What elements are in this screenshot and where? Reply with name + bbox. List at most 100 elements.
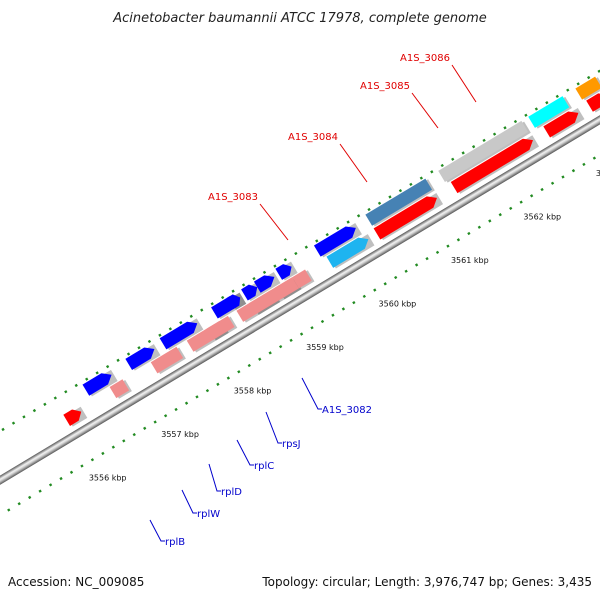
guide-dot — [262, 270, 267, 274]
guide-dot — [482, 138, 486, 143]
guide-dot — [184, 401, 189, 405]
gene-feature-20 — [373, 196, 437, 240]
tick-label: 3562 kbp — [523, 212, 561, 221]
guide-dot — [341, 307, 346, 311]
tick-label: 3561 kbp — [451, 256, 489, 265]
gene-label: A1S_3082 — [322, 405, 372, 416]
guide-dot — [367, 207, 371, 212]
gene-feature-11 — [241, 284, 258, 301]
gene-label: A1S_3085 — [360, 81, 410, 92]
guide-dot — [513, 119, 518, 124]
guide-dot — [477, 225, 481, 229]
guide-dot — [95, 371, 99, 375]
guide-dot — [221, 295, 225, 300]
guide-dot — [268, 351, 272, 355]
guide-dot — [524, 113, 528, 117]
gene-feature-25 — [575, 76, 600, 100]
gene-label: rplC — [254, 461, 274, 472]
gene-feature-21 — [438, 120, 529, 183]
guide-dot — [231, 289, 235, 293]
guide-dot — [147, 339, 152, 344]
guide-dot — [435, 250, 440, 255]
guide-dot — [414, 263, 419, 267]
gene-feature-5 — [150, 346, 184, 374]
guide-dot — [545, 101, 549, 105]
tick-label: 3556 kbp — [89, 474, 127, 483]
guide-dot — [48, 483, 53, 487]
gene-label: rplB — [165, 537, 185, 548]
gene-feature-12 — [253, 275, 275, 293]
guide-dot — [550, 181, 555, 185]
guide-dot — [310, 326, 314, 330]
map-title: Acinetobacter baumannii ATCC 17978, comp… — [112, 11, 487, 26]
guide-dot — [398, 189, 403, 193]
guide-dot — [331, 313, 335, 317]
tick-label: 3558 kbp — [234, 387, 272, 396]
guide-dot — [32, 408, 37, 413]
guide-dot — [440, 163, 444, 168]
guide-dot — [163, 414, 168, 418]
gene-features — [63, 76, 600, 427]
guide-dot — [247, 363, 251, 368]
guide-dot — [137, 346, 141, 350]
guide-dot — [592, 156, 597, 160]
guide-dot — [394, 275, 398, 280]
guide-dot — [419, 176, 423, 180]
bottom-label-leader — [236, 439, 254, 466]
guide-dot — [210, 302, 214, 306]
guide-dot — [226, 376, 231, 380]
guide-dot — [174, 407, 178, 412]
guide-dot — [561, 175, 565, 179]
guide-dot — [90, 458, 95, 462]
guide-dot — [571, 169, 576, 173]
gene-feature-3 — [125, 347, 155, 370]
top-gene-labels: A1S_3083 A1S_3084 A1S_3085 A1S_3086 — [208, 53, 477, 241]
gene-feature-19 — [365, 178, 433, 226]
gene-feature-2 — [109, 379, 130, 399]
guide-dot — [283, 258, 288, 262]
guide-dot — [362, 294, 366, 299]
rotated-map-layer — [0, 69, 600, 520]
top-label-leader — [411, 92, 439, 129]
guide-dot — [346, 220, 350, 224]
gene-label: A1S_3086 — [400, 53, 450, 64]
guide-dot — [17, 502, 21, 506]
guide-dot — [158, 333, 162, 337]
guide-dot — [409, 182, 413, 187]
guide-dot — [200, 308, 204, 312]
guide-dot — [540, 187, 544, 192]
guide-dot — [498, 213, 502, 217]
guide-dot — [404, 269, 408, 273]
gene-label: A1S_3083 — [208, 192, 258, 203]
bottom-label-leader — [208, 463, 221, 492]
guide-dot — [7, 508, 11, 512]
guide-dot — [179, 320, 183, 325]
gene-feature-0 — [63, 409, 82, 426]
guide-dot — [299, 332, 304, 336]
bottom-label-leader — [181, 489, 197, 514]
guide-dot — [105, 364, 110, 369]
accession-text: Accession: NC_009085 — [8, 575, 144, 589]
gene-feature-22 — [450, 138, 533, 194]
top-label-leader — [451, 64, 477, 103]
guide-dot — [388, 195, 392, 199]
tick-label: 3559 kbp — [306, 343, 344, 352]
gene-label: A1S_3084 — [288, 132, 338, 143]
guide-dot — [1, 427, 5, 432]
guide-dot — [80, 464, 84, 468]
guide-dot — [566, 88, 570, 92]
bottom-label-leader — [265, 411, 282, 444]
guide-dot — [446, 244, 450, 248]
bottom-label-leader — [149, 519, 165, 542]
genome-info-text: Topology: circular; Length: 3,976,747 bp… — [261, 575, 592, 589]
gene-feature-17 — [313, 226, 356, 257]
gene-feature-1 — [82, 373, 112, 396]
guide-dot — [373, 288, 377, 292]
genome-backbone — [0, 80, 600, 520]
guide-dot — [456, 238, 461, 242]
guide-dot — [587, 75, 591, 80]
guide-dot — [126, 352, 131, 356]
guide-dot — [461, 151, 465, 155]
guide-dot — [22, 415, 26, 419]
